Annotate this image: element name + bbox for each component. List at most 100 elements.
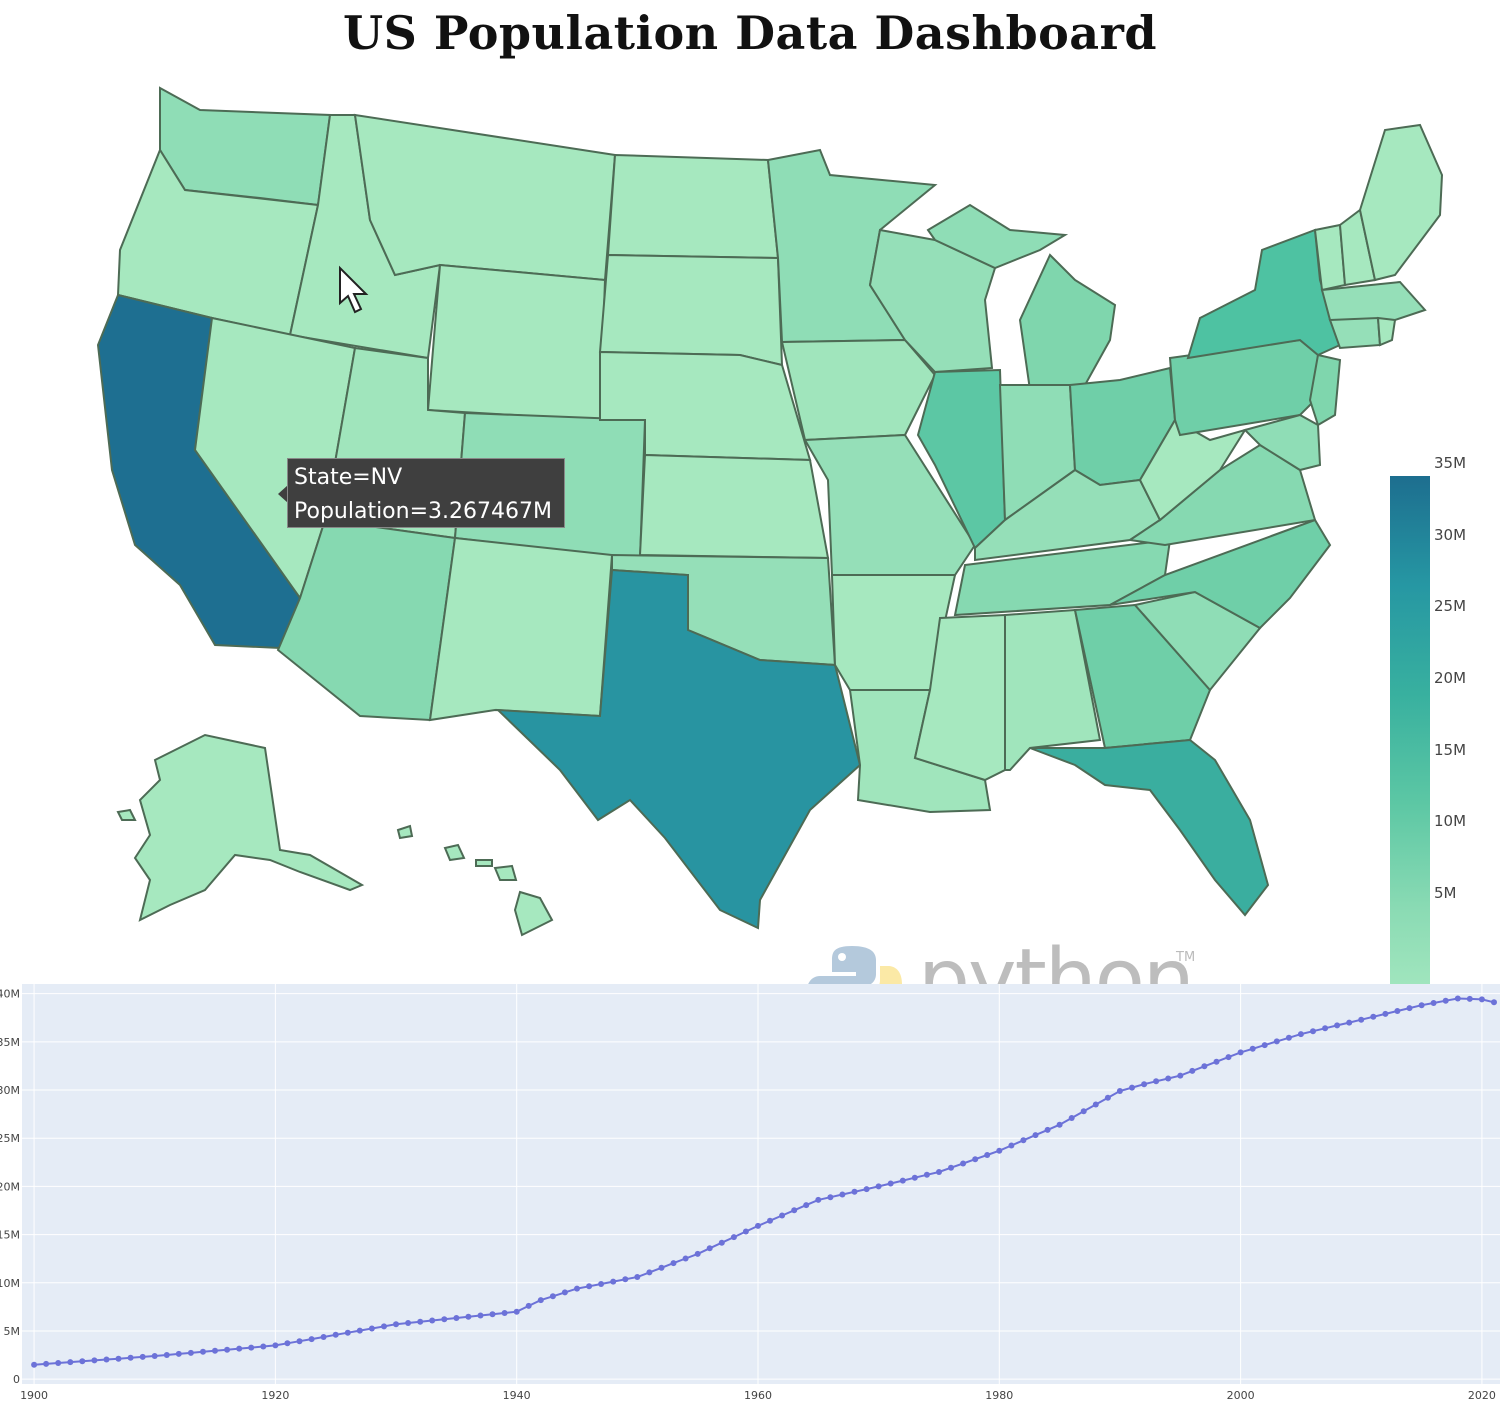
data-point[interactable] (1129, 1084, 1135, 1091)
data-point[interactable] (1104, 1094, 1111, 1101)
data-point[interactable] (730, 1234, 737, 1241)
data-point[interactable] (1177, 1072, 1184, 1079)
data-point[interactable] (1032, 1132, 1039, 1139)
data-point[interactable] (670, 1260, 677, 1267)
data-point[interactable] (393, 1321, 399, 1328)
state-nc[interactable] (1109, 518, 1332, 630)
data-point[interactable] (875, 1183, 882, 1190)
state-fl[interactable] (1029, 738, 1270, 917)
state-nm[interactable] (428, 536, 614, 722)
data-point[interactable] (1346, 1019, 1353, 1026)
data-point[interactable] (513, 1308, 520, 1315)
data-point[interactable] (706, 1245, 713, 1252)
data-point[interactable] (151, 1353, 158, 1359)
data-point[interactable] (1116, 1088, 1123, 1094)
state-nj[interactable] (1308, 353, 1342, 427)
data-point[interactable] (537, 1297, 544, 1304)
data-point[interactable] (610, 1278, 617, 1285)
data-point[interactable] (31, 1361, 38, 1368)
data-point[interactable] (1273, 1038, 1280, 1045)
data-point[interactable] (851, 1188, 858, 1195)
data-point[interactable] (489, 1311, 496, 1318)
data-point[interactable] (248, 1344, 255, 1351)
data-point[interactable] (755, 1222, 761, 1229)
data-point[interactable] (1466, 995, 1473, 1002)
state-ak-island[interactable] (116, 808, 137, 821)
series-markers[interactable] (31, 995, 1497, 1368)
data-point[interactable] (561, 1289, 568, 1296)
data-point[interactable] (381, 1323, 387, 1330)
state-hi-3[interactable] (475, 859, 493, 867)
state-mt[interactable] (353, 113, 617, 282)
data-point[interactable] (525, 1302, 532, 1309)
data-point[interactable] (43, 1360, 50, 1367)
data-point[interactable] (1044, 1126, 1051, 1133)
data-point[interactable] (923, 1171, 930, 1178)
data-point[interactable] (1430, 1000, 1437, 1006)
state-ks[interactable] (638, 453, 830, 560)
data-point[interactable] (791, 1207, 798, 1214)
data-point[interactable] (1056, 1121, 1063, 1128)
data-point[interactable] (1297, 1031, 1304, 1038)
data-point[interactable] (187, 1349, 194, 1356)
data-point[interactable] (67, 1359, 74, 1366)
data-point[interactable] (103, 1356, 110, 1363)
state-hi-4[interactable] (493, 864, 518, 881)
state-hi-1[interactable] (396, 824, 414, 840)
state-ma[interactable] (1320, 280, 1427, 321)
data-point[interactable] (139, 1353, 146, 1360)
data-point[interactable] (127, 1354, 134, 1361)
data-point[interactable] (1080, 1108, 1087, 1115)
data-point[interactable] (1068, 1115, 1075, 1121)
us-choropleth-map[interactable]: State=NV Population=3.267467M 35M 30M 25M 2… (0, 70, 1500, 1034)
state-hi-2[interactable] (443, 843, 466, 862)
population-line-chart[interactable]: 0 5M 10M 15M 20M 25M 30M 35M 40M 1900 1920 1940 196… (0, 984, 1500, 1404)
data-point[interactable] (1491, 999, 1497, 1006)
data-point[interactable] (79, 1358, 86, 1365)
data-point[interactable] (549, 1293, 556, 1300)
data-point[interactable] (586, 1283, 593, 1290)
state-tx[interactable] (495, 568, 862, 930)
data-point[interactable] (332, 1331, 339, 1338)
data-point[interactable] (1020, 1137, 1027, 1144)
data-point[interactable] (1418, 1002, 1425, 1009)
state-ak[interactable] (133, 733, 365, 922)
data-point[interactable] (694, 1250, 701, 1257)
data-point[interactable] (356, 1327, 363, 1334)
data-point[interactable] (887, 1180, 894, 1187)
data-point[interactable] (115, 1355, 122, 1362)
data-point[interactable] (718, 1239, 725, 1246)
data-point[interactable] (658, 1264, 665, 1271)
data-point[interactable] (1201, 1063, 1208, 1070)
data-point[interactable] (1406, 1005, 1413, 1012)
data-point[interactable] (163, 1352, 170, 1358)
data-point[interactable] (779, 1212, 786, 1219)
data-point[interactable] (308, 1336, 315, 1343)
data-point[interactable] (175, 1350, 182, 1357)
data-point[interactable] (368, 1325, 375, 1332)
data-point[interactable] (1153, 1078, 1160, 1085)
data-point[interactable] (682, 1255, 689, 1262)
data-point[interactable] (236, 1345, 243, 1352)
state-mi[interactable] (1018, 253, 1117, 392)
data-point[interactable] (1285, 1034, 1292, 1041)
data-point[interactable] (296, 1338, 303, 1345)
data-point[interactable] (1225, 1054, 1232, 1061)
state-md[interactable] (1243, 413, 1322, 472)
data-point[interactable] (55, 1360, 62, 1366)
state-ct[interactable] (1328, 316, 1382, 350)
state-ia[interactable] (780, 338, 937, 442)
data-point[interactable] (948, 1164, 954, 1171)
data-point[interactable] (1442, 997, 1449, 1004)
data-point[interactable] (1141, 1081, 1148, 1088)
data-point[interactable] (1165, 1075, 1172, 1082)
data-point[interactable] (803, 1202, 810, 1209)
data-point[interactable] (1310, 1028, 1316, 1035)
data-point[interactable] (1478, 996, 1485, 1003)
data-point[interactable] (212, 1347, 218, 1354)
data-point[interactable] (477, 1312, 484, 1319)
data-point[interactable] (598, 1281, 605, 1287)
state-mi-up[interactable] (926, 203, 1069, 270)
state-nd[interactable] (606, 153, 780, 260)
data-point[interactable] (960, 1160, 967, 1167)
